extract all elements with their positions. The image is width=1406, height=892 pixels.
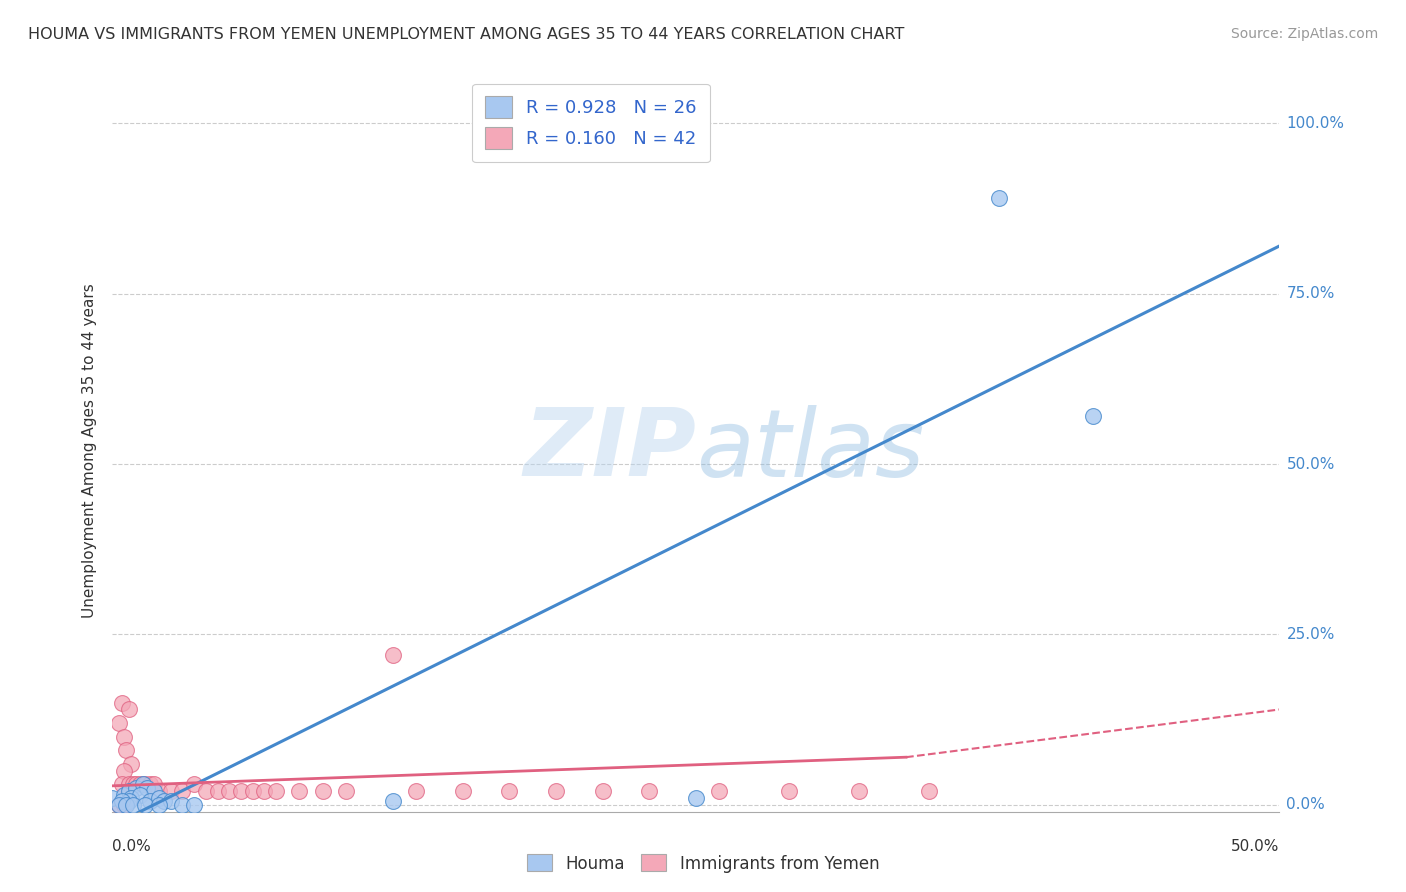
- Point: [709, 784, 731, 798]
- Point: [129, 788, 152, 802]
- Point: [118, 702, 141, 716]
- Text: 25.0%: 25.0%: [1286, 627, 1334, 642]
- Point: [111, 777, 134, 791]
- Text: atlas: atlas: [696, 405, 924, 496]
- Point: [160, 795, 183, 809]
- Point: [405, 784, 427, 798]
- Point: [148, 784, 170, 798]
- Point: [134, 777, 156, 791]
- Point: [111, 696, 134, 710]
- Point: [120, 791, 142, 805]
- Point: [918, 784, 941, 798]
- Point: [638, 784, 661, 798]
- Point: [288, 784, 311, 798]
- Point: [229, 784, 252, 798]
- Point: [115, 743, 138, 757]
- Point: [172, 797, 194, 812]
- Point: [335, 784, 357, 798]
- Point: [139, 777, 162, 791]
- Point: [122, 797, 145, 812]
- Point: [381, 648, 404, 662]
- Point: [381, 795, 404, 809]
- Point: [778, 784, 800, 798]
- Point: [115, 797, 138, 812]
- Point: [544, 784, 567, 798]
- Point: [153, 795, 176, 809]
- Point: [218, 784, 240, 798]
- Text: 0.0%: 0.0%: [1286, 797, 1326, 813]
- Point: [122, 777, 145, 791]
- Legend: Houma, Immigrants from Yemen: Houma, Immigrants from Yemen: [520, 847, 886, 880]
- Point: [112, 788, 135, 802]
- Point: [148, 791, 170, 805]
- Point: [264, 784, 287, 798]
- Point: [132, 777, 155, 791]
- Point: [143, 777, 166, 791]
- Point: [101, 791, 124, 805]
- Point: [183, 797, 205, 812]
- Text: 50.0%: 50.0%: [1232, 839, 1279, 854]
- Point: [311, 784, 333, 798]
- Point: [118, 795, 141, 809]
- Point: [112, 764, 135, 778]
- Point: [592, 784, 614, 798]
- Legend: R = 0.928   N = 26, R = 0.160   N = 42: R = 0.928 N = 26, R = 0.160 N = 42: [472, 84, 710, 162]
- Point: [112, 797, 135, 812]
- Point: [160, 784, 183, 798]
- Y-axis label: Unemployment Among Ages 35 to 44 years: Unemployment Among Ages 35 to 44 years: [82, 283, 97, 618]
- Point: [685, 791, 707, 805]
- Point: [108, 797, 131, 812]
- Point: [1081, 409, 1104, 424]
- Text: Source: ZipAtlas.com: Source: ZipAtlas.com: [1230, 27, 1378, 41]
- Text: 75.0%: 75.0%: [1286, 286, 1334, 301]
- Point: [118, 784, 141, 798]
- Point: [988, 191, 1011, 205]
- Text: 100.0%: 100.0%: [1286, 116, 1344, 131]
- Point: [134, 797, 156, 812]
- Point: [118, 777, 141, 791]
- Point: [125, 780, 148, 795]
- Point: [148, 797, 170, 812]
- Text: 0.0%: 0.0%: [112, 839, 152, 854]
- Point: [207, 784, 229, 798]
- Point: [108, 797, 131, 812]
- Point: [451, 784, 474, 798]
- Point: [125, 777, 148, 791]
- Point: [242, 784, 264, 798]
- Text: HOUMA VS IMMIGRANTS FROM YEMEN UNEMPLOYMENT AMONG AGES 35 TO 44 YEARS CORRELATIO: HOUMA VS IMMIGRANTS FROM YEMEN UNEMPLOYM…: [28, 27, 904, 42]
- Point: [129, 777, 152, 791]
- Point: [120, 757, 142, 772]
- Point: [111, 795, 134, 809]
- Point: [112, 730, 135, 744]
- Point: [143, 784, 166, 798]
- Text: ZIP: ZIP: [523, 404, 696, 497]
- Point: [183, 777, 205, 791]
- Point: [848, 784, 870, 798]
- Point: [498, 784, 520, 798]
- Point: [108, 716, 131, 731]
- Point: [139, 795, 162, 809]
- Point: [172, 784, 194, 798]
- Point: [194, 784, 217, 798]
- Text: 50.0%: 50.0%: [1286, 457, 1334, 472]
- Point: [136, 780, 159, 795]
- Point: [253, 784, 276, 798]
